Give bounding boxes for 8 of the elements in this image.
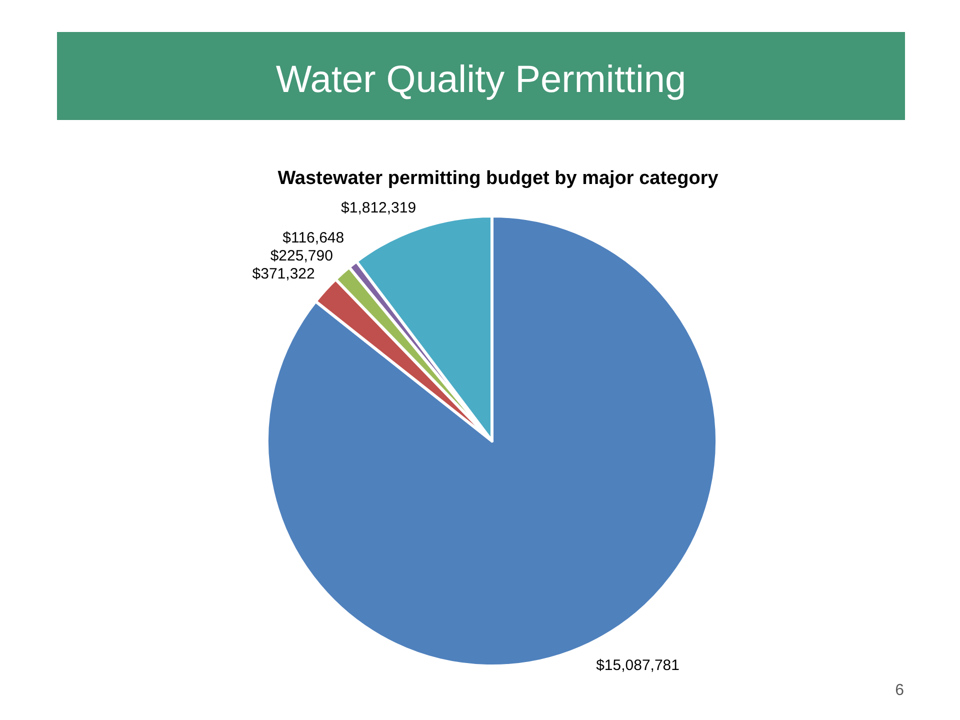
- data-label: $116,648: [282, 230, 344, 247]
- data-label: $225,790: [270, 248, 333, 265]
- chart-subtitle: Wastewater permitting budget by major category: [278, 168, 719, 189]
- data-label: $15,087,781: [596, 657, 680, 674]
- data-label: $1,812,319: [341, 199, 416, 216]
- text: 6: [895, 682, 904, 699]
- data-label: $371,322: [252, 266, 315, 283]
- chart-title: Water Quality Permitting: [276, 59, 686, 101]
